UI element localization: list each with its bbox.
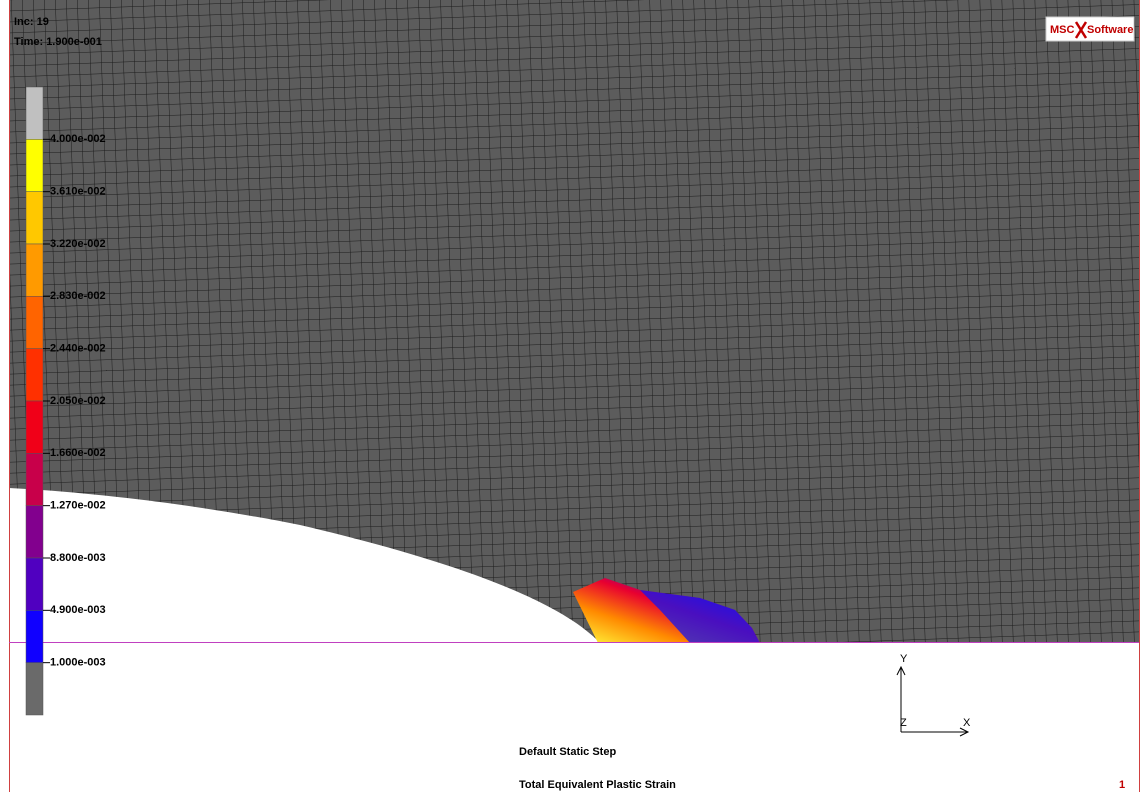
legend-band (26, 296, 43, 348)
legend-label: 4.900e-003 (50, 604, 106, 616)
legend-band (26, 610, 43, 662)
legend-label: 1.660e-002 (50, 447, 106, 459)
legend-band (26, 349, 43, 401)
mesh (9, 0, 1139, 643)
legend-band (26, 192, 43, 244)
legend-band (26, 558, 43, 610)
legend-band (26, 506, 43, 558)
legend-band (26, 453, 43, 505)
window-number: 1 (1119, 779, 1125, 791)
legend-label: 1.270e-002 (50, 500, 106, 512)
legend-band (26, 139, 43, 191)
triad-z: Z (900, 717, 907, 729)
legend-label: 8.800e-003 (50, 552, 106, 564)
legend-label: 1.000e-003 (50, 657, 106, 669)
time: Time: 1.900e-001 (14, 36, 102, 48)
logo: MSC Software (1046, 17, 1134, 41)
increment: Inc: 19 (14, 16, 49, 28)
legend-band (26, 244, 43, 296)
viewport: Inc: 19 Time: 1.900e-001 4.000e-002 3.610… (0, 0, 1141, 792)
triad-x: X (963, 717, 971, 729)
legend-label: 3.610e-002 (50, 186, 106, 198)
legend-label: 2.440e-002 (50, 343, 106, 355)
legend-band (26, 87, 43, 139)
quantity-name: Total Equivalent Plastic Strain (519, 779, 676, 791)
step-name: Default Static Step (519, 746, 616, 758)
triad-y: Y (900, 653, 908, 665)
logo-left: MSC (1050, 24, 1075, 36)
axis-triad (897, 667, 968, 736)
legend-label: 2.830e-002 (50, 290, 106, 302)
legend-band (26, 663, 43, 715)
legend-label: 3.220e-002 (50, 238, 106, 250)
legend-label: 2.050e-002 (50, 395, 106, 407)
legend-band (26, 401, 43, 453)
legend-label: 4.000e-002 (50, 133, 106, 145)
logo-right: Software (1087, 24, 1133, 36)
